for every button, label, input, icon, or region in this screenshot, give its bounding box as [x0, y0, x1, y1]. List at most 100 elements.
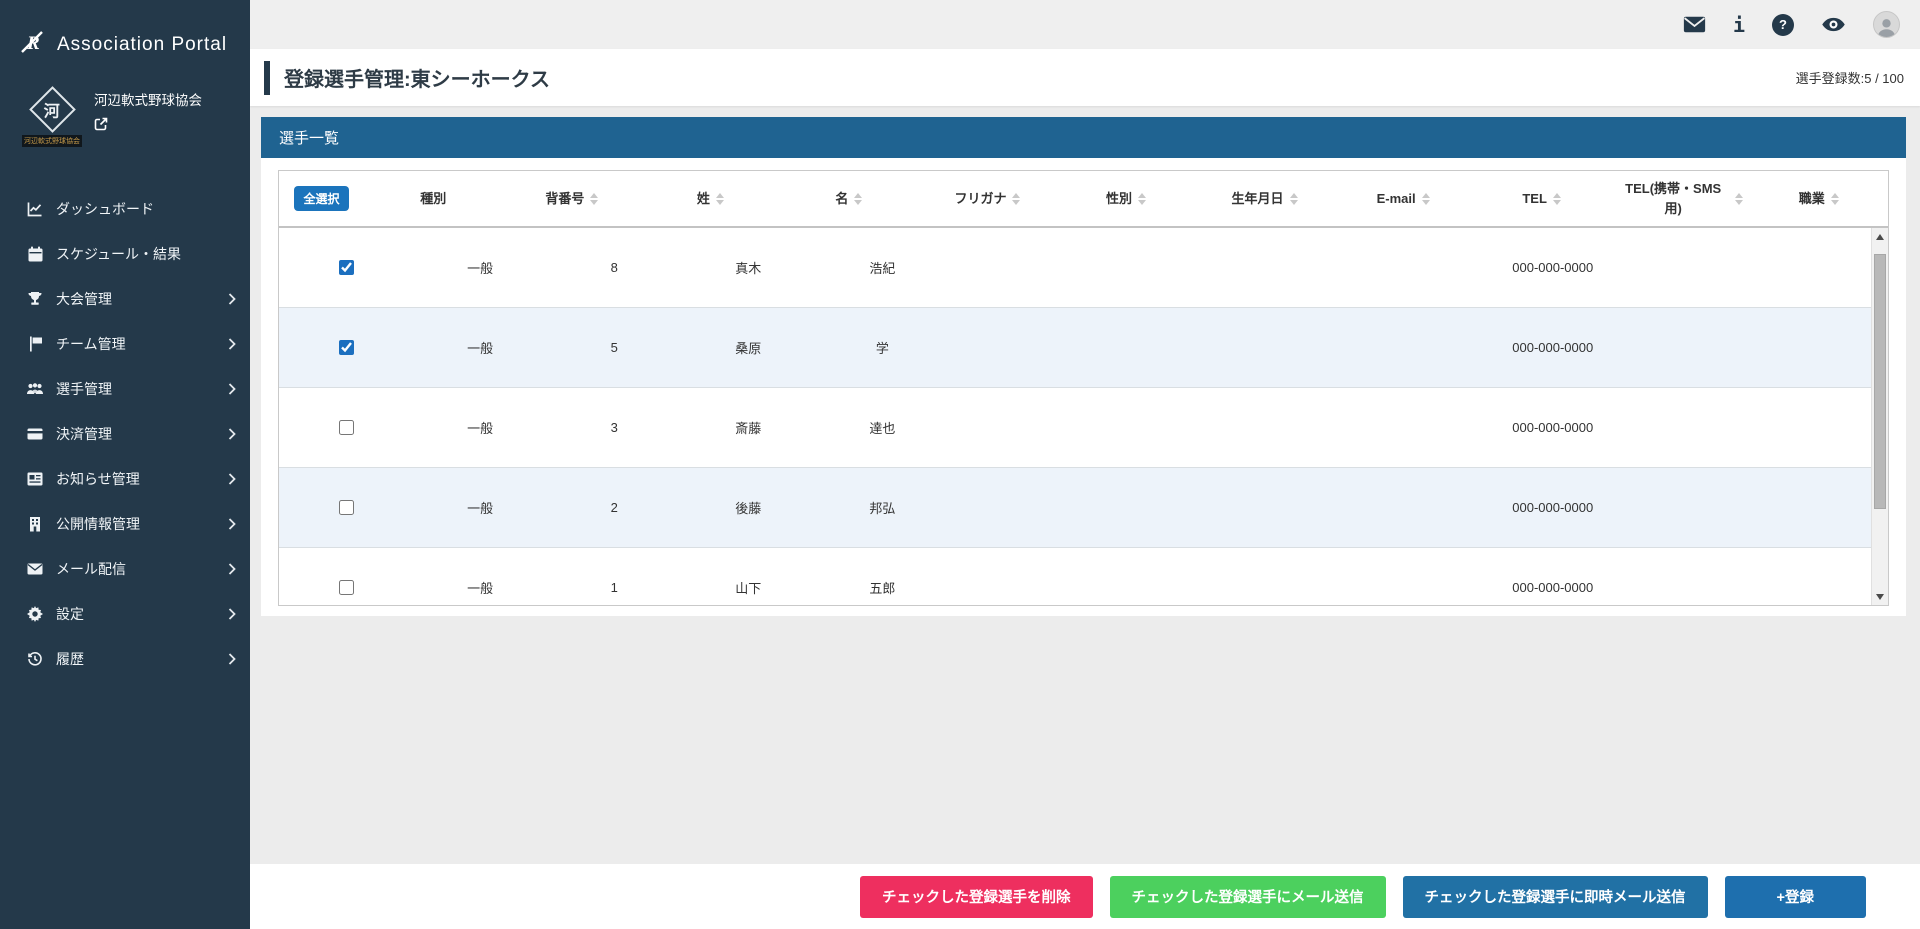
- chart-line-icon: [22, 201, 48, 217]
- gear-icon: [22, 605, 48, 622]
- org-logo-diamond: 河: [28, 86, 76, 133]
- cell-number: 3: [610, 420, 618, 435]
- cell-first-name: 達也: [869, 421, 896, 436]
- help-icon[interactable]: ?: [1772, 13, 1794, 36]
- row-checkbox[interactable]: [339, 340, 355, 355]
- mail-icon[interactable]: [1683, 16, 1706, 33]
- cell-occupation: [1754, 468, 1888, 547]
- row-checkbox[interactable]: [339, 500, 355, 515]
- scroll-up-arrow[interactable]: [1872, 228, 1888, 245]
- send-mail-checked-players-button[interactable]: チェックした登録選手にメール送信: [1109, 875, 1386, 918]
- cell-last-name: 真木: [735, 261, 762, 276]
- sidebar-item-settings[interactable]: 設定: [0, 591, 250, 636]
- cell-type: 一般: [467, 581, 494, 596]
- register-player-button[interactable]: +登録: [1724, 875, 1866, 918]
- player-registration-count: 選手登録数:5 / 100: [1795, 71, 1904, 86]
- cell-birthdate: [1218, 548, 1352, 605]
- calendar-icon: [22, 246, 48, 262]
- cell-tel-mobile: [1620, 548, 1754, 605]
- avatar[interactable]: [1873, 11, 1900, 38]
- history-icon: [22, 651, 48, 667]
- cell-number: 8: [610, 260, 618, 275]
- chevron-right-icon: [228, 292, 236, 305]
- col-header-last-name[interactable]: 姓: [641, 171, 780, 226]
- cell-tel: 000-000-0000: [1512, 260, 1594, 275]
- row-checkbox[interactable]: [339, 580, 355, 595]
- sidebar-item-schedule[interactable]: スケジュール・結果: [0, 231, 250, 276]
- table-scrollbar[interactable]: [1871, 228, 1888, 605]
- chevron-right-icon: [228, 652, 236, 665]
- cell-furigana: [949, 548, 1083, 605]
- row-checkbox[interactable]: [339, 260, 355, 275]
- delete-checked-players-button[interactable]: チェックした登録選手を削除: [860, 875, 1093, 918]
- org-name-link[interactable]: 河辺軟式野球協会: [94, 93, 202, 108]
- cell-gender: [1083, 228, 1217, 307]
- panel-header: 選手一覧: [261, 117, 1906, 158]
- col-header-email[interactable]: E-mail: [1334, 171, 1473, 226]
- col-header-birthdate[interactable]: 生年月日: [1195, 171, 1334, 226]
- col-header-type: 種別: [420, 190, 447, 206]
- sidebar-item-payment[interactable]: 決済管理: [0, 411, 250, 456]
- cell-tel-mobile: [1620, 228, 1754, 307]
- cell-email: [1352, 308, 1486, 387]
- external-link-icon[interactable]: [94, 117, 108, 136]
- flag-icon: [22, 336, 48, 352]
- cell-tel-mobile: [1620, 308, 1754, 387]
- info-icon[interactable]: i: [1732, 12, 1745, 37]
- select-all-button[interactable]: 全選択: [294, 186, 349, 211]
- sidebar: R Association Portal 河 河辺軟式野球協会 河辺軟式野球協会…: [0, 0, 250, 929]
- table-row: 一般 8 真木 浩紀 000-000-0000: [279, 228, 1888, 308]
- col-header-number[interactable]: 背番号: [503, 171, 642, 226]
- cell-first-name: 五郎: [869, 581, 896, 596]
- scroll-track[interactable]: [1872, 245, 1888, 588]
- cell-email: [1352, 468, 1486, 547]
- cell-type: 一般: [467, 261, 494, 276]
- chevron-right-icon: [228, 607, 236, 620]
- col-header-occupation[interactable]: 職業: [1749, 171, 1888, 226]
- sort-arrows-icon: [1289, 192, 1298, 205]
- sidebar-item-label: 履歴: [56, 650, 84, 667]
- col-header-tel[interactable]: TEL: [1472, 171, 1611, 226]
- sidebar-item-history[interactable]: 履歴: [0, 636, 250, 681]
- sort-arrows-icon: [1552, 192, 1561, 205]
- col-header-tel-mobile[interactable]: TEL(携帯・SMS用): [1611, 171, 1750, 226]
- col-header-furigana[interactable]: フリガナ: [918, 171, 1057, 226]
- cell-furigana: [949, 388, 1083, 467]
- sidebar-item-dashboard[interactable]: ダッシュボード: [0, 186, 250, 231]
- newspaper-icon: [22, 472, 48, 486]
- chevron-right-icon: [228, 427, 236, 440]
- eye-icon[interactable]: [1821, 17, 1846, 32]
- cell-last-name: 後藤: [735, 501, 762, 516]
- player-table: 全選択 種別 背番号 姓 名 フリガナ 性別 生年月日 E-mail TEL T…: [278, 170, 1889, 606]
- cell-first-name: 浩紀: [869, 261, 896, 276]
- cell-occupation: [1754, 388, 1888, 467]
- building-icon: [22, 516, 48, 532]
- sort-arrows-icon: [1012, 192, 1021, 205]
- cell-gender: [1083, 468, 1217, 547]
- sidebar-nav: ダッシュボード スケジュール・結果 大会管理 チーム管理 選手管理 決済管理: [0, 186, 250, 681]
- col-header-gender[interactable]: 性別: [1057, 171, 1196, 226]
- row-checkbox[interactable]: [339, 420, 355, 435]
- cell-occupation: [1754, 228, 1888, 307]
- cell-tel: 000-000-0000: [1512, 340, 1594, 355]
- sidebar-item-label: 大会管理: [56, 290, 112, 307]
- sidebar-item-player[interactable]: 選手管理: [0, 366, 250, 411]
- table-row: 一般 5 桑原 学 000-000-0000: [279, 308, 1888, 388]
- sidebar-item-label: メール配信: [56, 560, 126, 577]
- sidebar-item-notice[interactable]: お知らせ管理: [0, 456, 250, 501]
- app-title: Association Portal: [57, 34, 228, 55]
- title-accent-bar: [264, 60, 270, 95]
- sidebar-item-public-info[interactable]: 公開情報管理: [0, 501, 250, 546]
- scroll-thumb[interactable]: [1874, 254, 1886, 509]
- sidebar-item-tournament[interactable]: 大会管理: [0, 276, 250, 321]
- send-instant-mail-checked-players-button[interactable]: チェックした登録選手に即時メール送信: [1402, 875, 1708, 918]
- sidebar-item-mail[interactable]: メール配信: [0, 546, 250, 591]
- cell-email: [1352, 548, 1486, 605]
- sidebar-item-team[interactable]: チーム管理: [0, 321, 250, 366]
- cell-email: [1352, 228, 1486, 307]
- scroll-down-arrow[interactable]: [1872, 588, 1888, 605]
- col-header-first-name[interactable]: 名: [780, 171, 919, 226]
- cell-birthdate: [1218, 228, 1352, 307]
- cell-first-name: 邦弘: [869, 501, 896, 516]
- sidebar-item-label: 設定: [56, 605, 84, 622]
